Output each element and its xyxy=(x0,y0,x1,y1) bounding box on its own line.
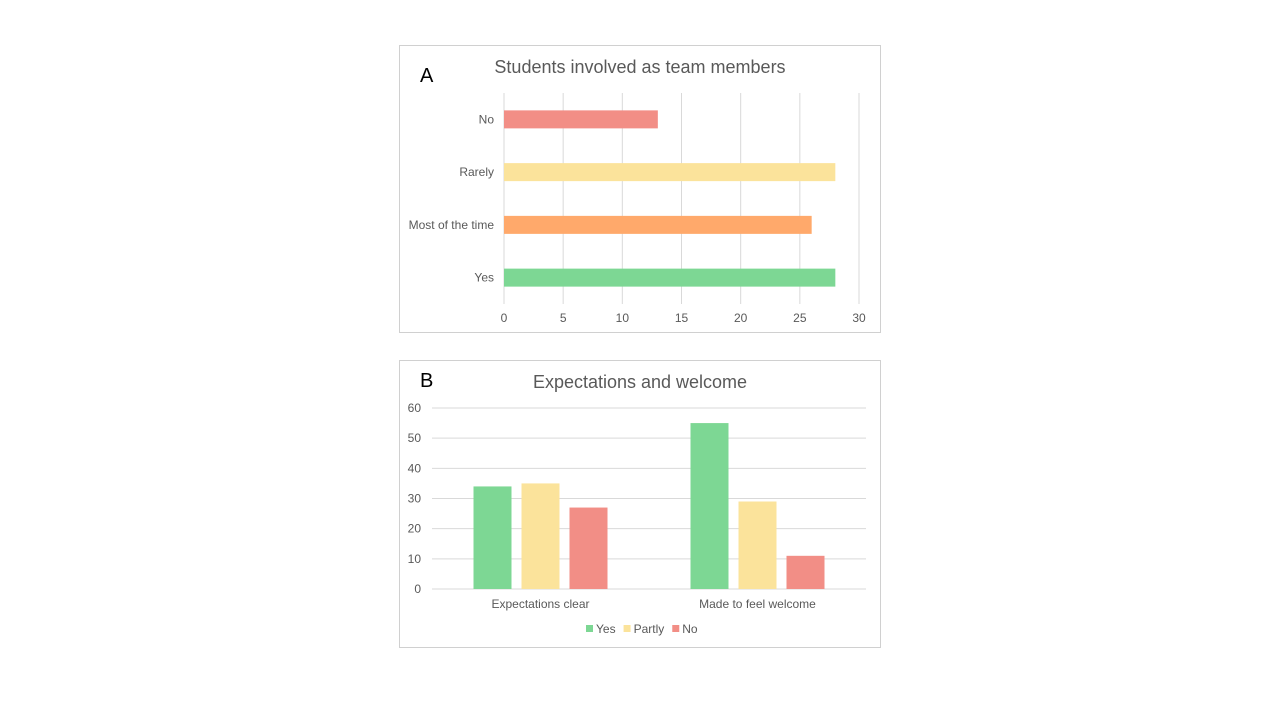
chart-a-frame xyxy=(399,45,881,333)
x-category-label: Made to feel welcome xyxy=(699,597,816,611)
bar-rarely xyxy=(504,163,836,182)
x-tick-label: 15 xyxy=(675,311,689,325)
legend-swatch-partly xyxy=(623,625,631,632)
y-tick-label: 10 xyxy=(408,552,422,566)
y-tick-label: 20 xyxy=(408,522,422,536)
bar-most-of-the-time xyxy=(504,215,812,234)
y-tick-label: 40 xyxy=(408,461,422,475)
y-category-label: Yes xyxy=(474,271,494,285)
y-category-label: No xyxy=(479,112,495,126)
chart-b-title: Expectations and welcome xyxy=(533,372,747,392)
y-category-label: Most of the time xyxy=(409,218,495,232)
y-tick-label: 50 xyxy=(408,431,422,445)
x-tick-label: 0 xyxy=(501,311,508,325)
chart-b-panel-label: B xyxy=(420,370,433,392)
chart-a-plot: 0 5 10 15 20 25 30 Yes Most of the time Rarely No xyxy=(409,93,866,325)
chart-a-panel-label: A xyxy=(420,65,434,87)
bar-yes xyxy=(504,268,836,287)
legend-swatch-yes xyxy=(586,625,593,632)
bar-yes-0 xyxy=(473,486,512,589)
x-tick-label: 25 xyxy=(793,311,807,325)
y-category-label: Rarely xyxy=(459,165,494,179)
legend-label-partly: Partly xyxy=(634,622,665,636)
x-tick-label: 20 xyxy=(734,311,748,325)
y-tick-label: 0 xyxy=(414,582,421,596)
bar-yes-1 xyxy=(690,423,729,589)
legend-label-no: No xyxy=(682,622,698,636)
x-tick-label: 5 xyxy=(560,311,567,325)
y-tick-label: 60 xyxy=(408,401,422,415)
x-category-label: Expectations clear xyxy=(491,597,589,611)
x-tick-label: 10 xyxy=(616,311,630,325)
bar-no-0 xyxy=(569,507,608,589)
bar-no xyxy=(504,110,658,129)
legend-swatch-no xyxy=(672,625,680,632)
chart-a-title: Students involved as team members xyxy=(494,57,785,77)
x-tick-label: 30 xyxy=(852,311,866,325)
bar-partly-1 xyxy=(738,501,777,589)
bar-no-1 xyxy=(786,555,825,589)
chart-b-plot: 0 10 20 30 40 50 60 Expectations clear Made to f… xyxy=(408,401,866,636)
bar-partly-0 xyxy=(521,483,560,589)
y-tick-label: 30 xyxy=(408,492,422,506)
legend-label-yes: Yes xyxy=(596,622,616,636)
